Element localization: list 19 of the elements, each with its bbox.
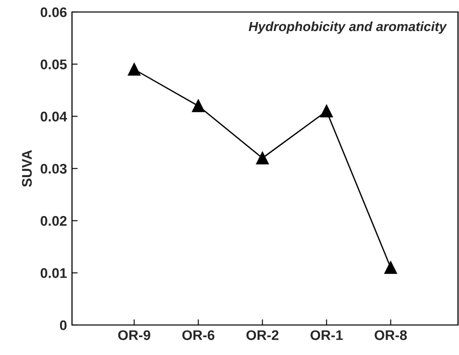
x-tick-label: OR-9	[118, 330, 150, 340]
y-axis-title: SUVA	[22, 150, 32, 187]
y-tick-label: 0.03	[40, 164, 67, 174]
x-tick-label: OR-2	[246, 330, 278, 340]
point	[320, 104, 333, 118]
y-tick-label: 0.02	[40, 216, 67, 226]
annotation: Hydrophobicity and aromaticity	[248, 22, 447, 34]
x-tick-label: OR-6	[182, 330, 214, 340]
y-tick-label: 0.04	[40, 112, 68, 122]
y-tick-label: 0.06	[40, 7, 67, 18]
y-tick-label: 0.05	[40, 60, 67, 70]
y-tick-label: 0	[60, 320, 67, 330]
point	[192, 100, 205, 112]
x-tick-label: OR-1	[310, 330, 343, 340]
x-tick-label: OR-8	[374, 330, 407, 340]
y-tick-label: 0.01	[40, 268, 67, 278]
point	[128, 63, 140, 76]
point	[256, 152, 269, 164]
point	[384, 261, 397, 274]
